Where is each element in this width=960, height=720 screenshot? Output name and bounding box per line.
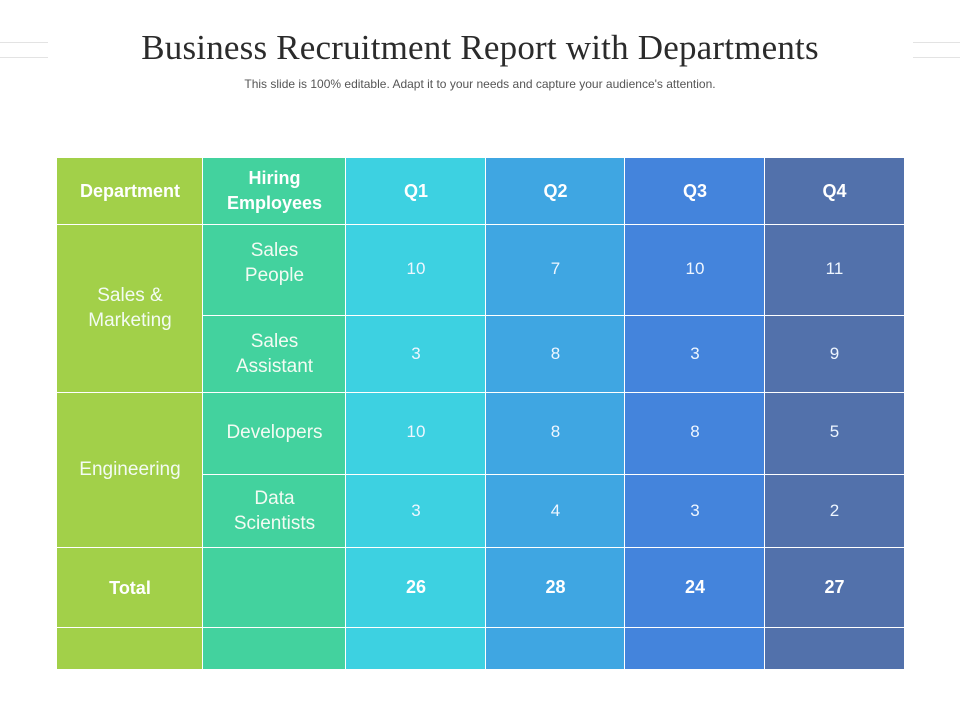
role-sales-people: Sales People xyxy=(244,239,305,286)
grid-line xyxy=(203,474,904,475)
decorative-line xyxy=(913,57,960,58)
q3-sales-people: 10 xyxy=(685,259,705,278)
header-q2: Q2 xyxy=(543,180,568,201)
role-sales-assistant: Sales Assistant xyxy=(235,330,314,377)
q3-sales-assistant: 3 xyxy=(690,344,700,363)
grid-line xyxy=(57,392,904,393)
decorative-line xyxy=(0,57,48,58)
grid-line xyxy=(57,547,904,548)
q4-sales-assistant: 9 xyxy=(829,344,840,363)
column-q3-bg xyxy=(625,158,765,669)
total-q3: 24 xyxy=(684,576,706,597)
department-sales-marketing: Sales & Marketing xyxy=(88,285,172,331)
q4-data-scientists: 2 xyxy=(829,501,840,520)
grid-line xyxy=(485,158,486,669)
decorative-line xyxy=(0,42,48,43)
header-q4: Q4 xyxy=(822,180,847,201)
role-developers: Developers xyxy=(226,421,323,443)
q3-developers: 8 xyxy=(690,421,700,441)
q1-sales-assistant: 3 xyxy=(411,344,421,363)
q4-sales-people: 11 xyxy=(825,259,844,278)
grid-line xyxy=(57,627,904,628)
column-role-bg xyxy=(203,158,346,669)
q1-data-scientists: 3 xyxy=(411,501,421,520)
header-q1: Q1 xyxy=(403,180,428,201)
total-q4: 27 xyxy=(824,576,845,597)
q4-developers: 5 xyxy=(829,421,840,441)
column-q4-bg xyxy=(765,158,904,669)
q1-developers: 10 xyxy=(406,421,426,441)
header-hiring-employees: Hiring Employees xyxy=(226,168,323,213)
q3-data-scientists: 3 xyxy=(690,501,700,520)
grid-line xyxy=(345,158,346,669)
header-department: Department xyxy=(79,180,181,201)
column-q1-bg xyxy=(346,158,486,669)
total-q2: 28 xyxy=(545,576,566,597)
header-q3: Q3 xyxy=(682,180,707,201)
total-label: Total xyxy=(109,577,151,598)
column-q2-bg xyxy=(486,158,625,669)
q2-sales-assistant: 8 xyxy=(550,344,561,363)
q1-sales-people: 10 xyxy=(406,259,426,278)
grid-line xyxy=(624,158,625,669)
q2-data-scientists: 4 xyxy=(550,501,561,520)
grid-line xyxy=(57,224,904,225)
page-title: Business Recruitment Report with Departm… xyxy=(141,28,819,67)
grid-line xyxy=(764,158,765,669)
column-department-bg xyxy=(57,158,203,669)
q2-developers: 8 xyxy=(550,421,561,441)
role-data-scientists: Data Scientists xyxy=(233,487,316,534)
grid-line xyxy=(203,315,904,316)
total-q1: 26 xyxy=(405,576,427,597)
q2-sales-people: 7 xyxy=(550,259,561,278)
decorative-line xyxy=(913,42,960,43)
department-engineering: Engineering xyxy=(79,459,181,480)
grid-line xyxy=(202,158,203,669)
page-subtitle: This slide is 100% editable. Adapt it to… xyxy=(244,77,716,91)
